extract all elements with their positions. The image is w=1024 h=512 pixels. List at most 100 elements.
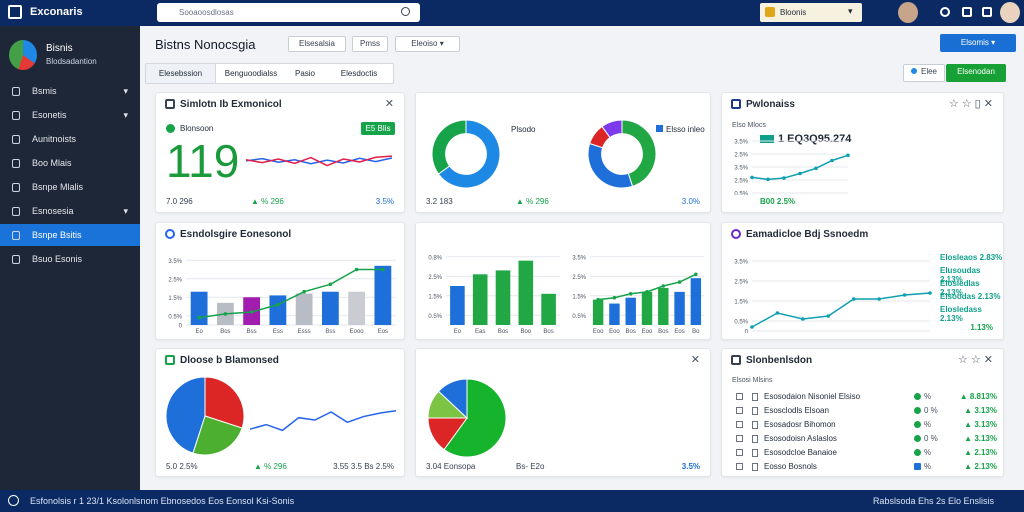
- row-name: Esosodcloe Banaioe: [764, 448, 837, 457]
- menu-icon: [12, 159, 20, 168]
- menu-item[interactable]: Bsnpe Mlalis: [0, 176, 140, 198]
- y-tick-label: 3.5%: [168, 259, 182, 265]
- widget: Simlotn Ib Exmonicol ✕ Blonsoon E5 Blis …: [155, 92, 405, 213]
- point: [775, 311, 780, 315]
- slice: [587, 142, 634, 189]
- point: [928, 291, 932, 295]
- avatar[interactable]: [898, 2, 918, 23]
- chart-svg: [249, 410, 397, 432]
- menu-icon: [12, 111, 20, 120]
- menu-label: Esnosesia: [32, 206, 74, 216]
- menu-item[interactable]: Aunitnoists: [0, 128, 140, 150]
- chart-svg: 3.5% 2.5% 1.5% 0.5% 0: [734, 260, 932, 336]
- point: [826, 314, 831, 318]
- line-chart: 3.5% 2.5% 1.5% 0.5% 0: [728, 247, 932, 336]
- table-row: Esosadosr Bihomon% ▲ 3.13%: [732, 419, 997, 433]
- row-name: Esosodoisn Aslaslos: [764, 434, 837, 443]
- table-row: Eosso Bosnols% ▲ 2.13%: [732, 461, 997, 475]
- legend-entry: Elosledass 2.13%: [940, 305, 982, 323]
- y-tick-label: 3.5%: [734, 166, 748, 172]
- page-title: Bistns Nonocsgia: [155, 37, 256, 52]
- menu-icon: [12, 135, 20, 144]
- table-row: Esosclodls Elsoan 0 % ▲ 3.13%: [732, 405, 997, 419]
- point: [801, 317, 805, 321]
- widget-actions[interactable]: ☆ ☆ ▯ ✕: [948, 98, 993, 110]
- header-button[interactable]: Pmss: [352, 36, 388, 52]
- bar: [609, 303, 620, 325]
- menu-icon: [12, 255, 20, 264]
- tab[interactable]: Benguoodialss: [224, 69, 278, 78]
- icon[interactable]: [982, 7, 992, 17]
- sidebar: Bisnis Blodsadantion Bsmis ▾ Esonetis ▾ Auni…: [0, 26, 140, 490]
- x-tick-label: Esss: [298, 329, 311, 335]
- menu-icon: [12, 207, 20, 216]
- slice: [204, 376, 245, 429]
- brand[interactable]: Exconaris: [30, 6, 83, 18]
- widget-actions[interactable]: ☆ ☆ ✕: [957, 354, 993, 366]
- row-name: Esosodaion Nisoniel Elsiso: [764, 392, 861, 401]
- menu-item[interactable]: Boo Mlais: [0, 152, 140, 174]
- point: [694, 272, 698, 277]
- bar: [518, 260, 534, 325]
- widget-title: Eamadicloe Bdj Ssnoedm: [746, 229, 869, 240]
- widget-title: Esndolsgire Eonesonol: [180, 229, 292, 240]
- menu-label: Esonetis: [32, 110, 67, 120]
- y-tick-label: 0: [745, 330, 749, 334]
- tab[interactable]: Elesebssion: [146, 64, 216, 83]
- widget: Pwlonaiss ☆ ☆ ▯ ✕ Elso Mlocs 1 EQ3Q95.27…: [721, 92, 1004, 213]
- bar: [690, 278, 702, 325]
- donut-chart: [430, 117, 502, 191]
- row-percent: 0 %: [924, 406, 938, 415]
- table-row: Esosodaion Nisoniel Elsiso% ▲ 8.813%: [732, 391, 997, 405]
- menu-item[interactable]: Bsuo Esonis: [0, 248, 140, 270]
- chevron: ▾: [123, 86, 128, 96]
- tab[interactable]: Pasio: [294, 69, 315, 78]
- subtitle: Elso Mlocs: [732, 122, 766, 129]
- marker: [760, 135, 774, 143]
- menu-item[interactable]: Esonetis ▾: [0, 104, 140, 126]
- line-chart: [244, 141, 394, 183]
- account-icon: [765, 7, 775, 17]
- account-select[interactable]: Bloonis ▾: [760, 3, 862, 22]
- x-tick-label: Boo: [520, 329, 531, 335]
- y-tick-label: 0.8%: [428, 255, 442, 261]
- search-icon[interactable]: [401, 7, 410, 16]
- point: [877, 297, 881, 301]
- bar: [321, 291, 339, 325]
- widget: Slonbenlsdon ☆ ☆ ✕ Elsosi Mlsins Esosoda…: [721, 348, 1004, 477]
- slice: [431, 119, 467, 175]
- row-icon: [752, 449, 758, 457]
- checkbox: [736, 421, 743, 428]
- close-button[interactable]: ✕: [384, 98, 394, 110]
- menu-item[interactable]: Bsmis ▾: [0, 80, 140, 102]
- y-tick-label: 2.5%: [168, 277, 182, 283]
- close-button[interactable]: ✕: [690, 354, 700, 366]
- bar: [190, 291, 208, 325]
- primary-button[interactable]: Elsomis ▾: [940, 34, 1016, 52]
- bar: [674, 291, 685, 325]
- row-value: ▲ 2.13%: [964, 462, 997, 471]
- row-value: ▲ 3.13%: [964, 406, 997, 415]
- x-tick-label: Eooo: [350, 329, 365, 335]
- point: [276, 302, 280, 307]
- bar: [625, 297, 636, 325]
- y-tick-label: 1.5%: [428, 294, 442, 300]
- footer-text: 3.2 183: [426, 197, 453, 206]
- row-icon: [752, 435, 758, 443]
- menu-item[interactable]: Esnosesia ▾: [0, 200, 140, 222]
- row-name: Esosclodls Elsoan: [764, 406, 829, 415]
- widget-icon: [165, 229, 175, 239]
- footer-text: ▲ % 296: [254, 462, 287, 471]
- row-value: ▲ 2.13%: [964, 448, 997, 457]
- icon[interactable]: [962, 7, 972, 17]
- action-button[interactable]: Elsenodan: [946, 64, 1006, 82]
- secondary-button[interactable]: Elee: [903, 64, 945, 82]
- tab[interactable]: Elesdoctis: [340, 69, 378, 78]
- chart-label: Elsso inleo: [666, 125, 705, 134]
- search-box[interactable]: Sooaoosdlosas: [157, 3, 420, 22]
- header-button[interactable]: Elsesalsia: [288, 36, 346, 52]
- icon[interactable]: [940, 7, 950, 17]
- menu-item[interactable]: Bsnpe Bsitis: [0, 224, 140, 246]
- avatar[interactable]: [1000, 2, 1020, 23]
- header-button[interactable]: Eleoiso ▾: [395, 36, 460, 52]
